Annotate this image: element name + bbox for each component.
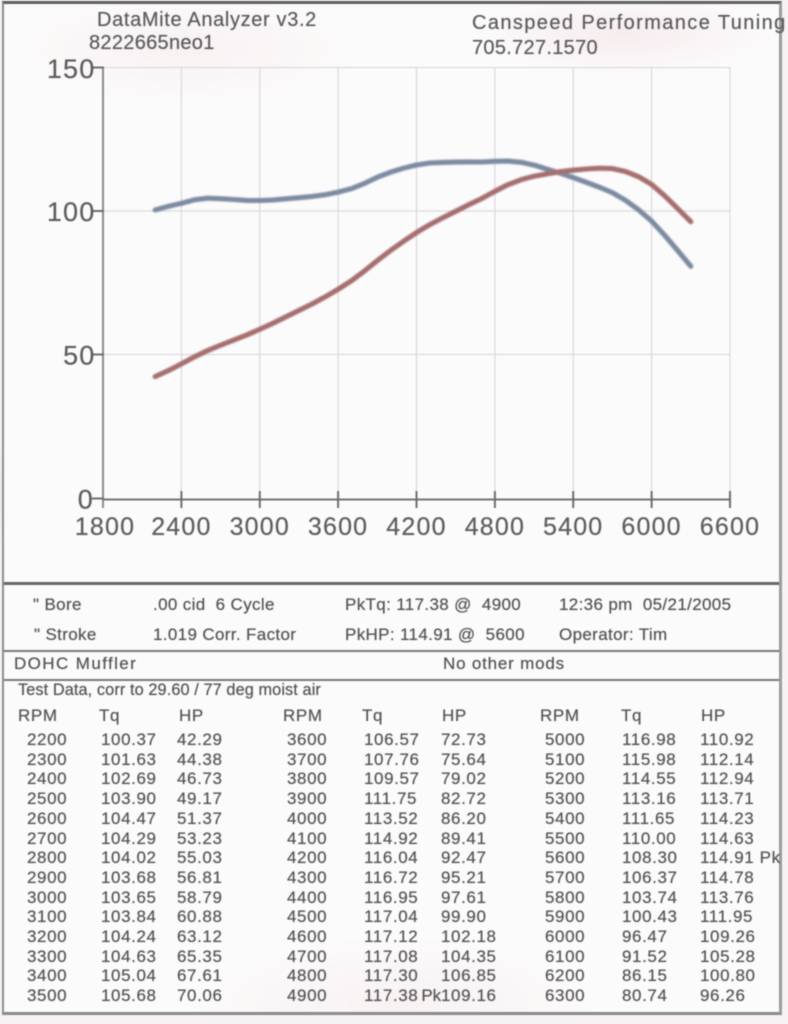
svg-text:4800: 4800 — [465, 513, 525, 541]
svg-text:0: 0 — [78, 485, 94, 515]
svg-text:1800: 1800 — [75, 513, 135, 541]
svg-text:5400: 5400 — [543, 513, 603, 541]
svg-text:3000: 3000 — [230, 513, 290, 541]
svg-text:3600: 3600 — [308, 513, 368, 541]
svg-text:6000: 6000 — [621, 513, 681, 541]
svg-text:100: 100 — [47, 197, 96, 227]
svg-text:150: 150 — [47, 54, 96, 84]
svg-text:50: 50 — [63, 341, 95, 371]
svg-text:4200: 4200 — [386, 513, 446, 541]
svg-text:2400: 2400 — [151, 513, 211, 541]
svg-text:6600: 6600 — [700, 513, 760, 541]
